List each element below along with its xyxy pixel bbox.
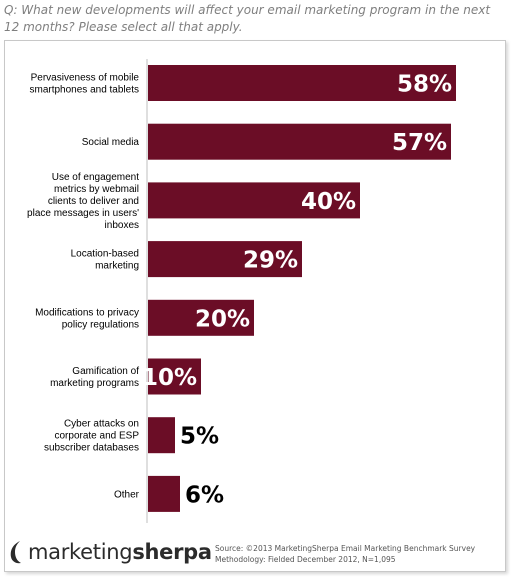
value-label: 10% [142, 365, 197, 391]
bar [148, 475, 180, 512]
marketingsherpa-logo: marketing sherpa [8, 536, 212, 568]
value-label: 40% [301, 189, 356, 215]
bar [148, 123, 451, 160]
value-label: 6% [185, 482, 224, 508]
value-label: 58% [397, 72, 452, 98]
bar [148, 241, 302, 278]
category-label: Pervasiveness of mobile smartphones and t… [29, 73, 139, 96]
category-label: Use of engagement metrics by webmail clien… [27, 172, 139, 231]
value-label: 5% [180, 424, 219, 450]
value-label: 20% [195, 306, 250, 332]
bar [148, 358, 201, 395]
logo-text-marketing: marketing [28, 540, 133, 564]
bar [148, 182, 360, 219]
value-label: 57% [392, 130, 447, 156]
category-label: Location-based marketing [71, 249, 139, 272]
question-text: Q: What new developments will affect you… [4, 3, 491, 34]
sherpa-logo-icon [10, 541, 21, 564]
source-note: Source: ©2013 MarketingSherpa Email Mark… [215, 543, 505, 565]
logo-text-sherpa: sherpa [132, 540, 212, 564]
bar [148, 299, 254, 336]
source-line-1: Source: ©2013 MarketingSherpa Email Mark… [215, 544, 476, 553]
category-label: Modifications to privacy policy regulatio… [35, 307, 139, 330]
chart-frame: Pervasiveness of mobile smartphones and t… [4, 40, 506, 572]
bar-chart: Pervasiveness of mobile smartphones and t… [27, 59, 456, 523]
value-label: 29% [243, 248, 298, 274]
category-label: Cyber attacks on corporate and ESP subscri… [44, 419, 139, 454]
category-label: Social media [82, 137, 140, 148]
source-line-2: Methodology: Fielded December 2012, N=1,… [215, 555, 396, 564]
category-label: Gamification of marketing programs [50, 366, 139, 389]
category-label: Other [114, 489, 140, 500]
bar [148, 417, 175, 454]
bar [148, 65, 456, 101]
